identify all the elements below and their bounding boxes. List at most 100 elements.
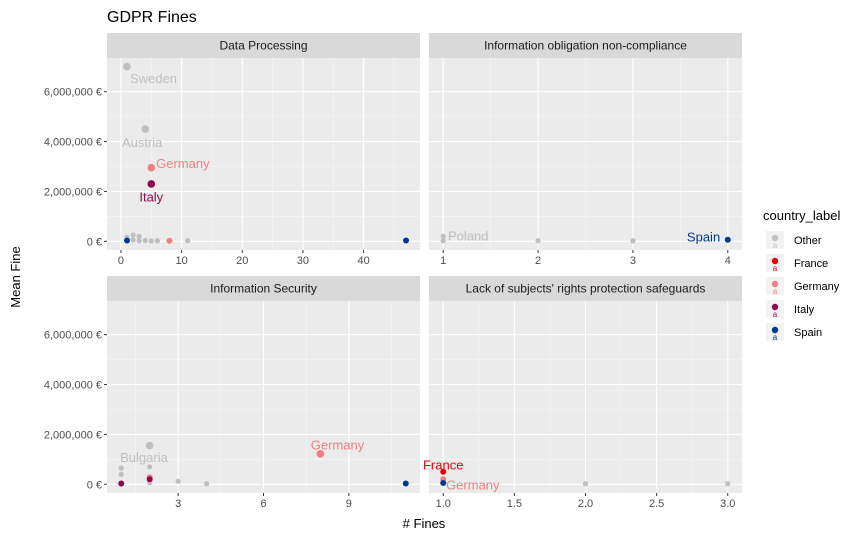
facet-panel: Lack of subjects' rights protection safe… — [423, 276, 742, 510]
legend-swatch — [771, 257, 779, 265]
data-point — [145, 441, 154, 450]
x-tick-label: 10 — [175, 255, 187, 267]
data-label: Germany — [156, 156, 210, 171]
data-point — [725, 481, 731, 487]
legend-title: country_label — [763, 208, 840, 223]
data-point — [175, 478, 181, 484]
y-tick-label: 2,000,000 € — [44, 429, 102, 441]
legend-glyph: a — [773, 333, 778, 342]
data-point — [136, 233, 142, 239]
legend-swatch — [771, 326, 779, 334]
data-point — [136, 238, 142, 244]
legend-entries: a Other a France a Germany a Italy a Spain — [766, 231, 840, 342]
x-tick-label: 20 — [236, 255, 248, 267]
x-tick-label: 0 — [118, 255, 124, 267]
x-tick-label: 3 — [175, 498, 181, 510]
x-tick-label: 2.5 — [649, 498, 664, 510]
data-point — [147, 180, 156, 188]
legend: country_label a Other a France a Germany a Ital… — [763, 208, 840, 342]
data-point — [535, 238, 541, 244]
facet-strip — [429, 33, 742, 58]
facet-title: Information Security — [210, 282, 317, 296]
legend-item: a Other — [766, 231, 822, 250]
legend-label: France — [794, 258, 828, 270]
data-point — [124, 237, 131, 244]
x-tick-label: 30 — [297, 255, 309, 267]
data-point — [403, 237, 410, 244]
y-tick-label: 0 € — [87, 236, 102, 248]
data-point — [440, 233, 446, 239]
legend-glyph: a — [773, 287, 778, 296]
legend-swatch — [771, 280, 779, 288]
x-tick-label: 1 — [440, 255, 446, 267]
x-tick-label: 1.0 — [436, 498, 451, 510]
x-tick-label: 1.5 — [507, 498, 522, 510]
data-point — [154, 238, 160, 244]
data-point — [141, 125, 150, 133]
facet-strip — [429, 276, 742, 301]
facet-panel: Data Processing 0 € 2,000,000 € 4,000,000 €… — [44, 33, 420, 267]
data-point — [724, 236, 731, 243]
data-point — [440, 238, 446, 244]
legend-swatch — [771, 303, 779, 311]
data-point — [203, 481, 210, 487]
data-point — [148, 238, 154, 244]
legend-label: Spain — [794, 327, 822, 339]
chart-title: GDPR Fines — [107, 9, 197, 26]
data-label: Austria — [122, 135, 163, 150]
data-point — [123, 62, 131, 71]
legend-item: a Germany — [766, 277, 840, 296]
data-point — [118, 471, 124, 477]
x-tick-label: 4 — [725, 255, 731, 267]
data-point — [630, 238, 636, 244]
data-point — [118, 465, 124, 471]
x-tick-label: 6 — [260, 498, 266, 510]
y-tick-label: 0 € — [87, 479, 102, 491]
legend-item: a France — [766, 254, 828, 273]
legend-glyph: a — [773, 241, 778, 250]
data-point — [142, 237, 148, 244]
x-tick-label: 9 — [346, 498, 352, 510]
data-point — [118, 480, 125, 487]
data-point — [147, 163, 156, 172]
legend-item: a Italy — [766, 300, 815, 319]
facet-title: Data Processing — [219, 39, 307, 53]
x-tick-label: 3.0 — [720, 498, 735, 510]
facet-panels: Data Processing 0 € 2,000,000 € 4,000,000 €… — [44, 33, 742, 510]
legend-label: Germany — [794, 281, 840, 293]
data-label: Italy — [139, 190, 163, 205]
data-point — [130, 232, 136, 238]
data-label: Germany — [446, 478, 500, 493]
x-tick-label: 40 — [357, 255, 369, 267]
data-point — [316, 450, 325, 458]
data-point — [166, 237, 173, 244]
legend-item: a Spain — [766, 323, 822, 342]
data-label: Poland — [448, 228, 488, 243]
y-tick-label: 6,000,000 € — [44, 330, 102, 342]
y-axis-title: Mean Fine — [8, 246, 23, 307]
data-label: Spain — [687, 230, 720, 245]
data-label: Bulgaria — [120, 450, 168, 465]
y-tick-label: 2,000,000 € — [44, 186, 102, 198]
facet-strip — [107, 276, 420, 301]
data-point — [146, 476, 153, 483]
data-point — [440, 468, 447, 475]
data-label: Sweden — [130, 71, 177, 86]
data-point — [440, 480, 447, 487]
legend-label: Italy — [794, 304, 815, 316]
facet-title: Information obligation non-compliance — [484, 39, 687, 53]
x-tick-label: 2.0 — [578, 498, 593, 510]
data-label: France — [423, 458, 463, 473]
legend-glyph: a — [773, 264, 778, 273]
facet-panel: Information Security 0 € 2,000,000 € 4,000,… — [44, 276, 420, 510]
data-point — [582, 481, 589, 487]
legend-glyph: a — [773, 310, 778, 319]
legend-label: Other — [794, 235, 822, 247]
y-tick-label: 4,000,000 € — [44, 137, 102, 149]
y-tick-label: 4,000,000 € — [44, 380, 102, 392]
y-tick-label: 6,000,000 € — [44, 87, 102, 99]
data-point — [130, 237, 136, 243]
x-tick-label: 2 — [535, 255, 541, 267]
data-point — [402, 480, 409, 487]
